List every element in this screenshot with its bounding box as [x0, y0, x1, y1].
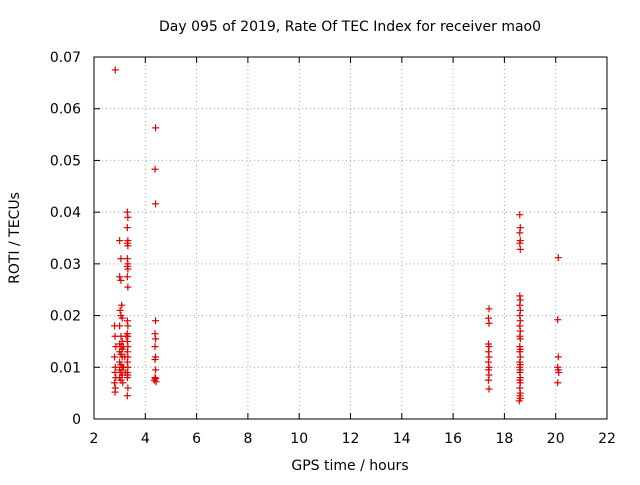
data-point — [151, 165, 159, 173]
x-tick-label: 8 — [243, 431, 252, 447]
data-point — [118, 314, 126, 322]
plot-frame — [93, 56, 608, 420]
data-point — [123, 273, 131, 281]
x-axis-label: GPS time / hours — [291, 458, 408, 474]
data-point — [122, 332, 130, 340]
data-point — [484, 376, 492, 384]
data-point — [124, 384, 132, 392]
data-point — [121, 353, 129, 361]
data-point — [515, 397, 523, 405]
data-point — [111, 379, 119, 387]
x-tick-label: 14 — [393, 431, 411, 447]
data-point — [116, 306, 124, 314]
x-tick-label: 12 — [342, 431, 360, 447]
data-point — [116, 273, 124, 281]
y-tick-label: 0.05 — [50, 153, 81, 169]
data-point — [111, 332, 119, 340]
x-tick-label: 4 — [141, 431, 150, 447]
data-point — [152, 124, 160, 132]
data-point — [485, 319, 493, 327]
data-point — [117, 276, 125, 284]
data-point — [152, 317, 160, 325]
x-tick-label: 10 — [290, 431, 308, 447]
x-tick-label: 22 — [598, 431, 616, 447]
y-tick-label: 0.02 — [50, 309, 81, 325]
data-point — [111, 368, 119, 376]
data-point — [124, 213, 132, 221]
data-point — [124, 322, 132, 330]
x-tick-label: 18 — [495, 431, 513, 447]
data-point — [121, 368, 129, 376]
y-tick-label: 0.06 — [50, 102, 81, 118]
y-tick-label: 0.01 — [50, 360, 81, 376]
data-point — [516, 245, 524, 253]
data-point — [554, 353, 562, 361]
data-point — [118, 301, 126, 309]
y-tick-label: 0.07 — [50, 50, 81, 66]
x-tick-label: 6 — [192, 431, 201, 447]
data-point — [123, 224, 131, 232]
data-point — [516, 211, 524, 219]
y-tick-label: 0 — [72, 412, 81, 428]
y-tick-label: 0.03 — [50, 257, 81, 273]
data-point — [111, 66, 119, 74]
x-tick-label: 16 — [444, 431, 462, 447]
data-point — [117, 255, 125, 263]
data-point — [152, 335, 160, 343]
data-point — [151, 343, 159, 351]
grid-lines — [94, 57, 607, 419]
data-point — [124, 265, 132, 273]
data-point — [152, 200, 160, 208]
data-point — [123, 374, 131, 382]
data-point — [516, 239, 524, 247]
data-point — [151, 356, 159, 364]
data-point — [554, 379, 562, 387]
data-points — [111, 66, 563, 405]
data-point — [485, 305, 493, 313]
data-point — [554, 254, 562, 262]
x-tick-label: 20 — [547, 431, 565, 447]
data-point — [554, 316, 562, 324]
data-point — [123, 392, 131, 400]
data-point — [555, 368, 563, 376]
y-axis-label: ROTI / TECUs — [7, 192, 23, 284]
y-tick-labels: 0 0.01 0.02 0.03 0.04 0.05 0.06 0.07 — [50, 50, 81, 428]
data-point — [119, 379, 127, 387]
data-point — [516, 335, 524, 343]
data-point — [124, 283, 132, 291]
data-point — [116, 237, 124, 245]
data-point — [516, 229, 524, 237]
data-point — [152, 366, 160, 374]
data-point — [152, 378, 160, 386]
x-tick-labels: 2 4 6 8 10 12 14 16 18 20 22 — [90, 431, 616, 447]
data-point — [485, 385, 493, 393]
x-tick-label: 2 — [90, 431, 99, 447]
data-point — [116, 322, 124, 330]
data-point — [111, 388, 119, 396]
chart-title: Day 095 of 2019, Rate Of TEC Index for r… — [159, 19, 541, 35]
data-point — [124, 242, 132, 250]
data-point — [111, 353, 119, 361]
y-tick-label: 0.04 — [50, 205, 81, 221]
